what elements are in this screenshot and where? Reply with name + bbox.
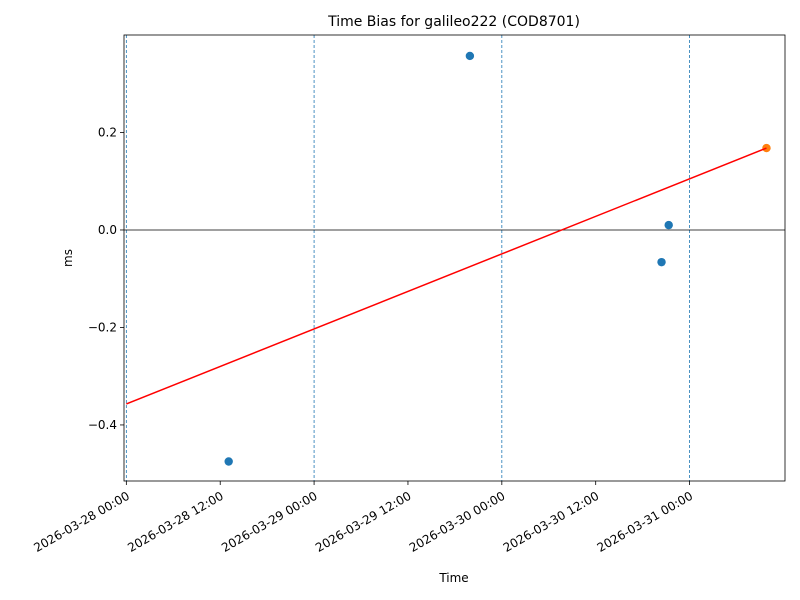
x-axis-title: Time: [438, 571, 468, 585]
trend-line: [126, 147, 767, 405]
data-point-s0-0: [224, 457, 233, 466]
x-tick-label-4: 2026-03-30 00:00: [407, 489, 508, 555]
y-tick-label-3: 0.2: [98, 125, 117, 139]
x-tick-label-3: 2026-03-29 12:00: [313, 489, 414, 555]
y-tick-label-2: 0.0: [98, 223, 117, 237]
x-tick-label-2: 2026-03-29 00:00: [219, 489, 320, 555]
x-tick-label-0: 2026-03-28 00:00: [31, 489, 132, 555]
y-tick-label-0: −0.4: [88, 418, 117, 432]
y-axis-title: ms: [61, 249, 75, 267]
x-tick-label-6: 2026-03-31 00:00: [595, 489, 696, 555]
plot-frame: [123, 34, 786, 482]
plot-area: −0.4 −0.2 0.0 0.2 2026-03-28 00:002026-03-28…: [31, 34, 786, 555]
x-tick-label-5: 2026-03-30 12:00: [501, 489, 602, 555]
y-tick-label-1: −0.2: [88, 320, 117, 334]
data-point-s0-2: [657, 257, 666, 267]
x-tick-label-1: 2026-03-28 12:00: [125, 489, 226, 555]
chart-title: Time Bias for galileo222 (COD8701): [327, 14, 580, 30]
data-point-s0-1: [465, 51, 475, 61]
data-point-s0-3: [664, 220, 673, 230]
